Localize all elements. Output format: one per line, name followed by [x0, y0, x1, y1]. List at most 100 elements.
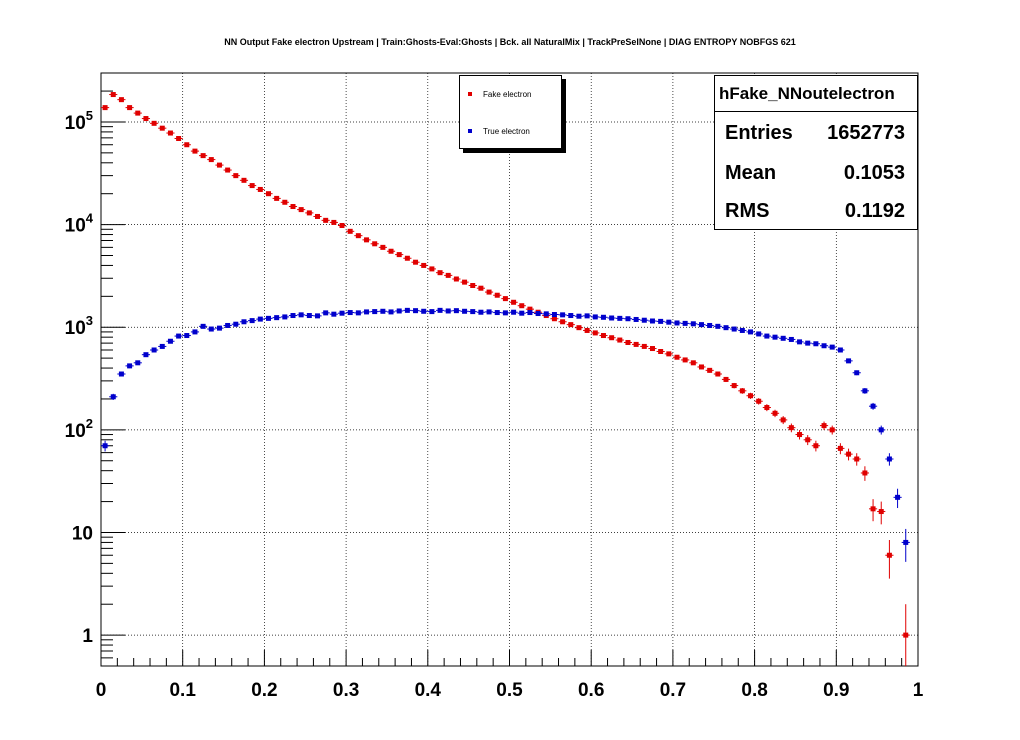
- x-tick-label: 0.7: [660, 680, 686, 701]
- data-point: [797, 339, 803, 345]
- data-point: [886, 456, 892, 462]
- data-point: [200, 153, 206, 159]
- data-point: [543, 311, 549, 317]
- data-point: [339, 222, 345, 228]
- data-point: [192, 148, 198, 154]
- data-point: [225, 167, 231, 173]
- data-point: [437, 307, 443, 313]
- data-point: [617, 315, 623, 321]
- data-point: [167, 338, 173, 344]
- data-point: [200, 323, 206, 329]
- legend-label-fake: Fake electron: [483, 89, 532, 99]
- data-point: [829, 427, 835, 433]
- data-point: [396, 308, 402, 314]
- data-point: [404, 255, 410, 261]
- stats-histogram-name: hFake_NNoutelectron: [715, 76, 917, 112]
- data-point: [666, 319, 672, 325]
- data-point: [421, 262, 427, 268]
- data-point: [723, 325, 729, 331]
- data-point: [127, 363, 133, 369]
- data-point: [404, 307, 410, 313]
- data-point: [805, 340, 811, 346]
- data-point: [421, 308, 427, 314]
- data-point: [494, 292, 500, 298]
- data-point: [159, 125, 165, 131]
- data-point: [102, 443, 108, 449]
- legend-entry-true: True electron: [468, 125, 530, 137]
- x-tick-label: 0.3: [333, 680, 359, 701]
- chart-title: NN Output Fake electron Upstream | Train…: [224, 37, 796, 47]
- data-point: [110, 92, 116, 98]
- data-point: [265, 315, 271, 321]
- data-point: [511, 309, 517, 315]
- data-point: [568, 322, 574, 328]
- data-point: [478, 285, 484, 291]
- data-point: [225, 322, 231, 328]
- data-point: [698, 364, 704, 370]
- data-point: [878, 509, 884, 515]
- data-point: [315, 313, 321, 319]
- data-point: [821, 423, 827, 429]
- series-layer: [101, 92, 910, 666]
- data-point: [780, 417, 786, 423]
- data-point: [837, 445, 843, 451]
- data-point: [265, 191, 271, 197]
- data-point: [413, 308, 419, 314]
- x-tick-label: 0.4: [415, 680, 442, 701]
- data-point: [364, 309, 370, 315]
- data-point: [184, 333, 190, 339]
- data-point: [355, 310, 361, 316]
- data-point: [625, 339, 631, 345]
- data-point: [315, 213, 321, 219]
- data-point: [380, 308, 386, 314]
- data-point: [462, 279, 468, 285]
- stats-row-rms: RMS 0.1192: [725, 196, 905, 226]
- data-point: [118, 97, 124, 103]
- stats-box: hFake_NNoutelectron Entries 1652773 Mean…: [714, 75, 918, 230]
- data-point: [380, 244, 386, 250]
- data-point: [323, 217, 329, 223]
- data-point: [731, 383, 737, 389]
- data-point: [739, 327, 745, 333]
- data-point: [903, 539, 909, 545]
- data-point: [184, 142, 190, 148]
- data-point: [576, 325, 582, 331]
- data-point: [208, 326, 214, 332]
- data-point: [829, 344, 835, 350]
- data-point: [274, 315, 280, 321]
- data-point: [560, 312, 566, 318]
- stats-label-rms: RMS: [725, 200, 770, 222]
- data-point: [854, 456, 860, 462]
- data-point: [257, 186, 263, 192]
- data-point: [846, 358, 852, 364]
- data-point: [364, 237, 370, 243]
- data-point: [715, 371, 721, 377]
- data-point: [772, 334, 778, 340]
- data-point: [396, 252, 402, 258]
- data-point: [282, 199, 288, 205]
- data-point: [216, 162, 222, 168]
- data-point: [372, 309, 378, 315]
- data-point: [241, 177, 247, 183]
- data-point: [797, 432, 803, 438]
- data-point: [584, 327, 590, 333]
- stats-value-entries: 1652773: [827, 122, 905, 144]
- data-point: [331, 311, 337, 317]
- stats-label-mean: Mean: [725, 162, 777, 184]
- data-point: [127, 105, 133, 111]
- data-point: [282, 314, 288, 320]
- data-point: [813, 443, 819, 449]
- data-point: [249, 183, 255, 189]
- data-point: [135, 360, 141, 366]
- data-point: [682, 320, 688, 326]
- data-point: [355, 233, 361, 239]
- data-point: [453, 308, 459, 314]
- data-point: [486, 289, 492, 295]
- data-point: [527, 306, 533, 312]
- x-tick-label: 0.1: [169, 680, 196, 701]
- data-point: [633, 316, 639, 322]
- data-point: [617, 337, 623, 343]
- data-point: [290, 204, 296, 210]
- data-point: [862, 388, 868, 394]
